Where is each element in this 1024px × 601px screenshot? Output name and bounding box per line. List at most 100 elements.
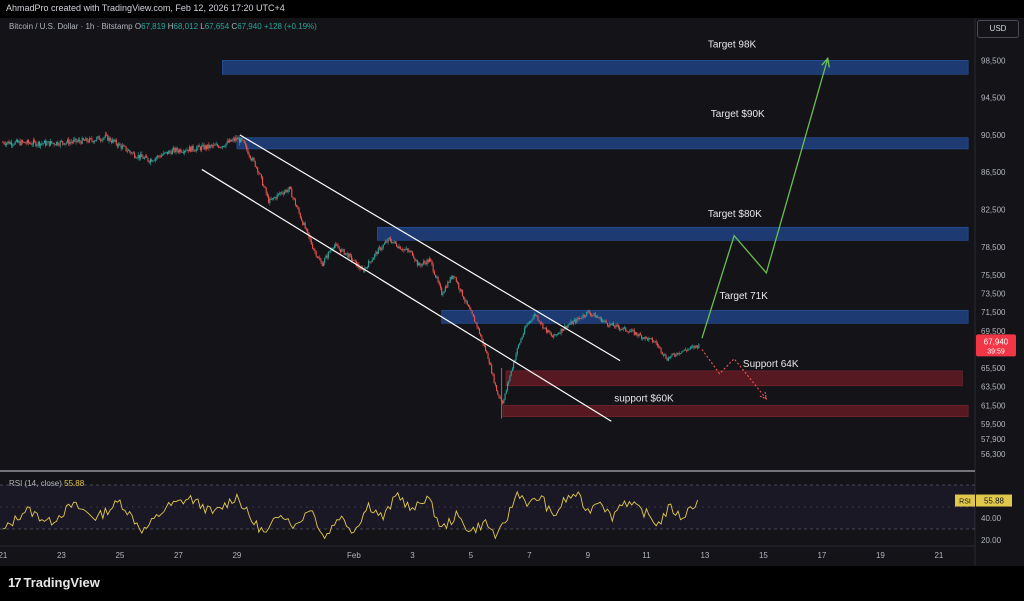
tradingview-logo[interactable]: 17 TradingView [8, 575, 100, 590]
candle-body [354, 259, 356, 261]
candle-body [402, 249, 404, 251]
candle-body [60, 141, 63, 142]
candle-body [51, 141, 53, 144]
candle-body [425, 262, 427, 265]
candle-body [232, 138, 234, 141]
candle-body [421, 263, 423, 266]
candle-body [291, 188, 293, 198]
candle-body [202, 144, 204, 147]
candle-body [430, 258, 432, 261]
candle-body [40, 143, 42, 147]
candle-body [30, 143, 32, 145]
candle-body [355, 260, 357, 267]
candle-body [103, 137, 105, 139]
candle-body [623, 327, 626, 329]
candle-body [382, 244, 384, 248]
candle-body [519, 342, 521, 346]
candle-body [681, 351, 683, 354]
creator-bar: AhmadPro created with TradingView.com, F… [0, 0, 1024, 18]
candle-body [247, 149, 249, 154]
candle-body [251, 158, 253, 161]
candle-body [377, 248, 379, 254]
candle-body [102, 138, 104, 141]
candle-body [307, 228, 309, 233]
candle-body [584, 315, 587, 317]
candle-body [625, 327, 627, 331]
candle-body [408, 250, 410, 252]
candle-body [221, 146, 223, 148]
candle-body [177, 150, 180, 153]
candle-body [650, 338, 652, 339]
candle-body [672, 353, 674, 355]
candle-body [319, 257, 321, 261]
candle-body [478, 328, 481, 334]
candle-body [297, 207, 299, 209]
candle-body [688, 348, 690, 350]
candle-body [461, 289, 463, 297]
candle-body [664, 354, 666, 356]
candle-body [272, 198, 275, 199]
candle-body [385, 241, 387, 244]
candle-body [286, 189, 288, 192]
time-tick-label: 5 [469, 551, 474, 560]
candle-body [140, 153, 142, 159]
candle-body [54, 144, 56, 146]
high-value: 68,012 [173, 22, 199, 31]
candle-body [675, 355, 677, 357]
candle-body [508, 380, 510, 384]
candle-body [242, 140, 244, 141]
candle-body [442, 293, 444, 295]
candle-body [359, 267, 361, 270]
candle-body [632, 329, 634, 331]
candle-body [79, 139, 81, 142]
time-tick-label: 15 [759, 551, 768, 560]
candle-body [375, 251, 377, 255]
zone-label-5: support $60K [614, 394, 674, 405]
currency-button[interactable]: USD [977, 20, 1019, 38]
candle-body [536, 315, 538, 317]
chart-canvas[interactable]: Target 98K Target $90K Target $80K Target 7… [0, 0, 1024, 566]
candle-body [391, 241, 393, 244]
candle-body [207, 144, 209, 149]
candle-body [56, 141, 58, 145]
candle-body [6, 142, 8, 145]
candle-body [95, 140, 97, 142]
time-tick-label: 13 [700, 551, 709, 560]
candle-body [435, 274, 437, 278]
candle-body [92, 140, 94, 143]
candle-body [515, 354, 517, 360]
candle-body [602, 320, 604, 322]
candle-body [59, 141, 61, 146]
candle-body [288, 186, 290, 190]
candle-body [463, 296, 465, 300]
candle-body [248, 153, 250, 156]
candle-body [617, 325, 619, 328]
candle-body [460, 289, 462, 292]
candle-body [481, 336, 483, 340]
candle-body [337, 245, 339, 249]
candle-body [169, 151, 171, 152]
candle-body [64, 143, 66, 145]
candle-body [616, 324, 618, 326]
price-tick-label: 78,500 [981, 243, 1006, 252]
candle-body [120, 145, 122, 149]
candle-body [504, 393, 506, 400]
candle-body [191, 145, 193, 152]
candle-body [620, 329, 622, 330]
candle-body [346, 253, 348, 255]
candle-body [374, 254, 376, 258]
candle-body [610, 323, 612, 325]
candle-body [318, 257, 320, 259]
candle-body [510, 370, 512, 376]
candle-body [383, 243, 385, 245]
candle-body [661, 352, 663, 355]
candle-body [313, 248, 315, 250]
candle-body [563, 329, 565, 331]
candle-body [450, 277, 453, 279]
zone-support-4 [505, 370, 963, 387]
candle-body [520, 339, 522, 343]
candle-body [644, 336, 646, 340]
candle-body [3, 142, 5, 144]
candle-body [465, 300, 467, 302]
candle-body [630, 331, 632, 332]
